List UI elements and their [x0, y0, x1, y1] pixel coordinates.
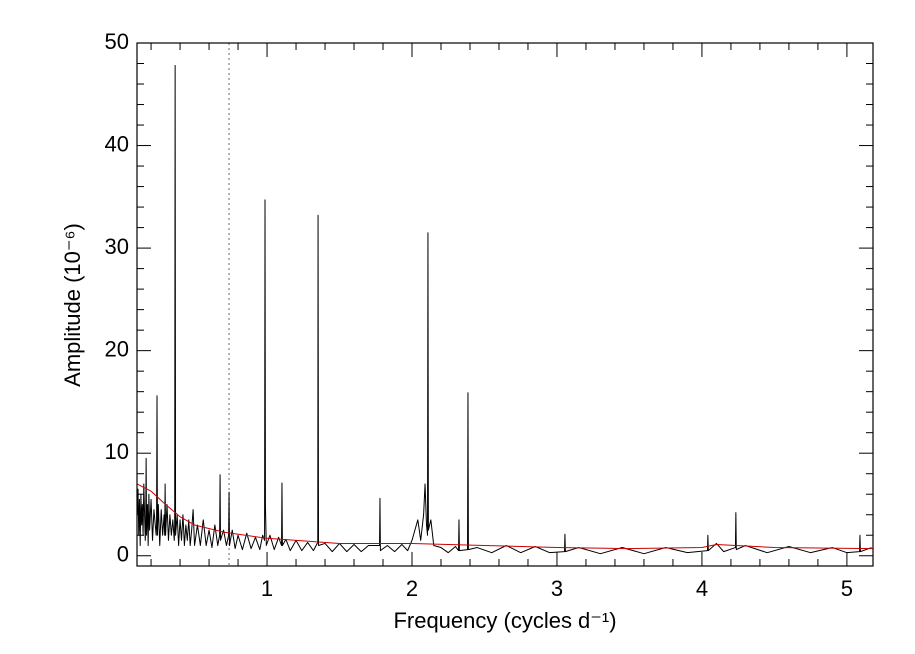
series-line	[137, 65, 872, 555]
series-line	[137, 483, 873, 550]
x-axis-label: Frequency (cycles d⁻¹)	[393, 608, 616, 633]
y-tick-label: 0	[117, 542, 129, 567]
y-axis-label: Amplitude (10⁻⁶)	[60, 223, 85, 387]
x-tick-label: 1	[261, 576, 273, 601]
y-tick-label: 50	[105, 29, 129, 54]
plot-frame	[136, 42, 874, 567]
y-tick-label: 30	[105, 234, 129, 259]
x-tick-label: 2	[406, 576, 418, 601]
y-tick-label: 40	[105, 131, 129, 156]
x-tick-label: 5	[841, 576, 853, 601]
x-tick-label: 4	[696, 576, 708, 601]
y-tick-label: 10	[105, 439, 129, 464]
x-tick-label: 3	[551, 576, 563, 601]
y-tick-label: 20	[105, 336, 129, 361]
